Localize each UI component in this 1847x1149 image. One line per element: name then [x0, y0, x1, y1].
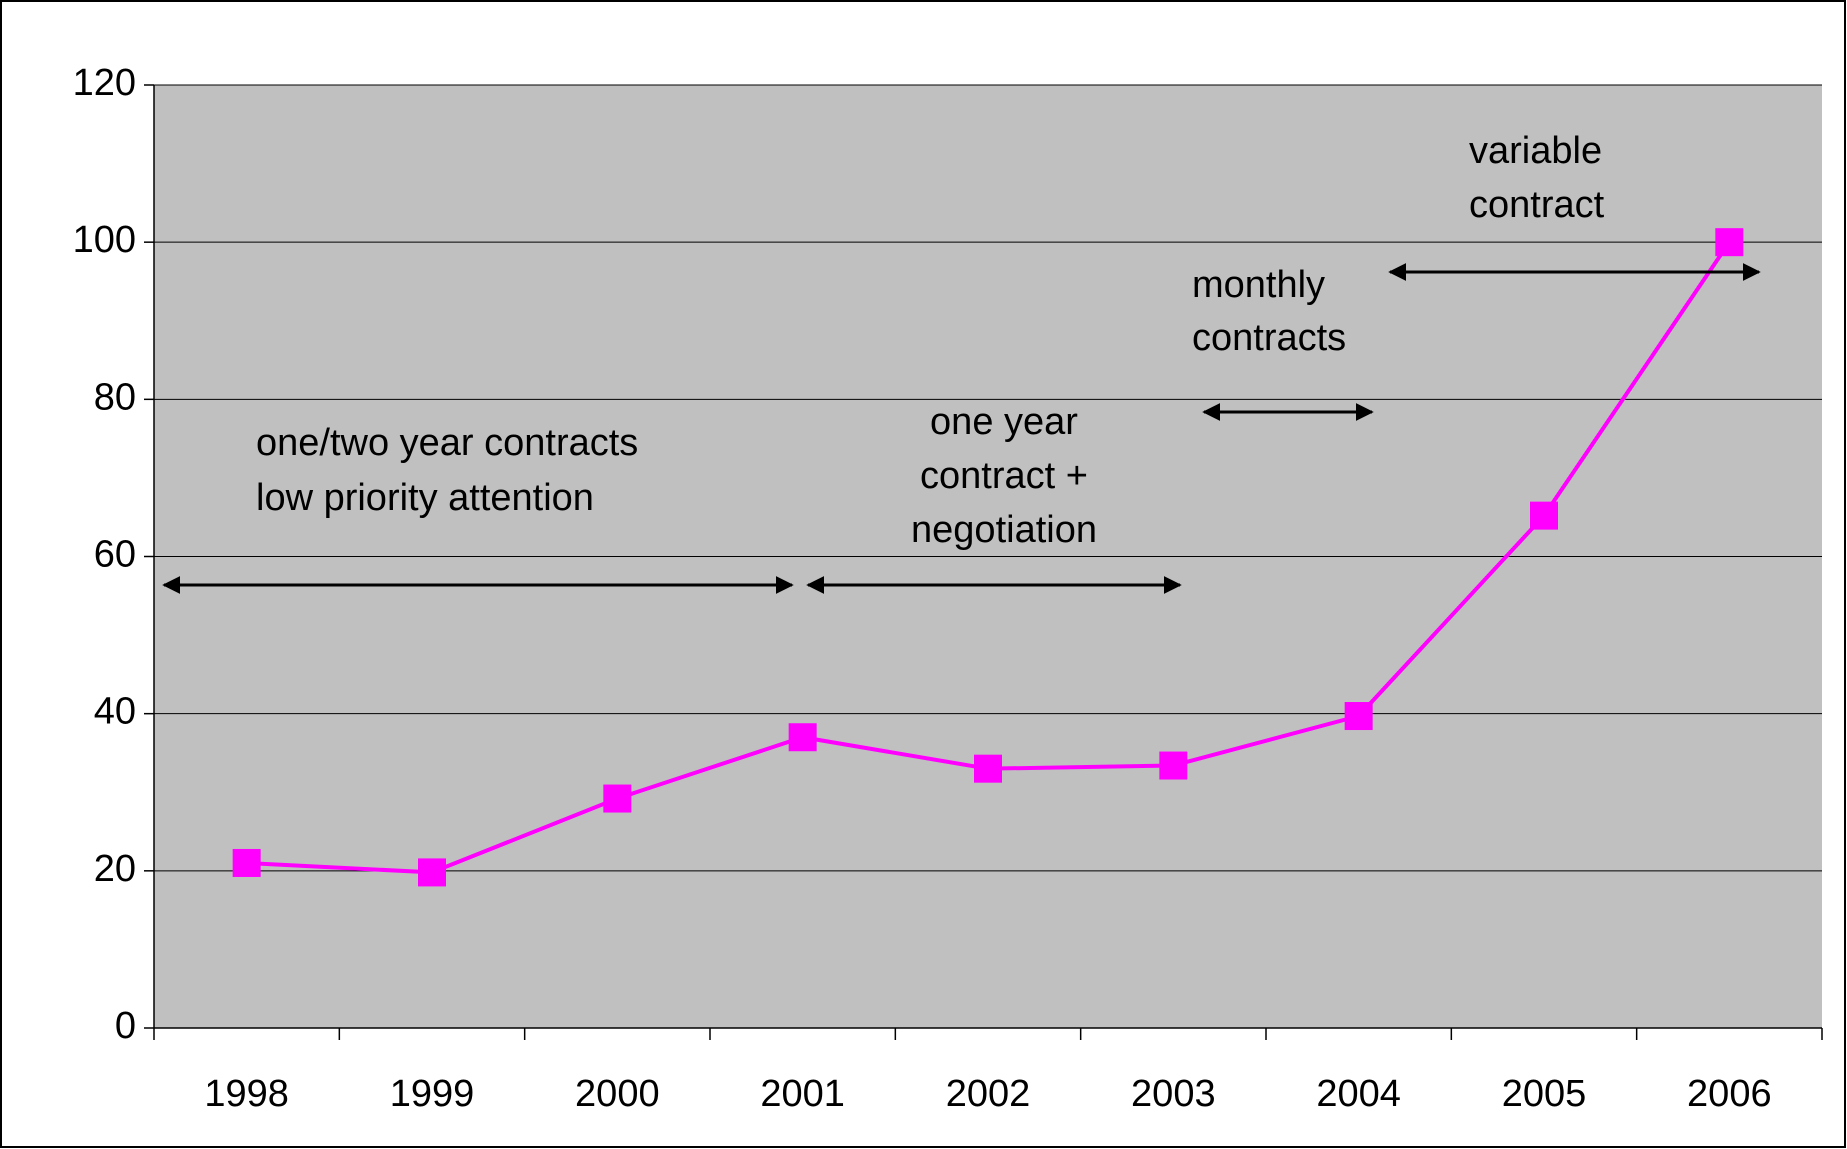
annotation: contracts — [1192, 317, 1346, 359]
marker — [1530, 501, 1558, 530]
y-tick-label: 40 — [94, 691, 136, 733]
marker — [974, 754, 1002, 783]
marker — [603, 784, 632, 813]
marker — [788, 723, 817, 752]
marker — [1344, 702, 1373, 731]
x-tick-label: 2005 — [1502, 1073, 1587, 1115]
x-tick-label: 2001 — [760, 1073, 845, 1115]
x-tick-label: 2003 — [1131, 1073, 1216, 1115]
x-tick-label: 1998 — [204, 1073, 289, 1115]
annotation: one/two year contracts — [256, 422, 638, 464]
annotation: contract — [1469, 184, 1605, 226]
annotation: one year — [930, 401, 1078, 443]
x-tick-label: 2004 — [1316, 1073, 1401, 1115]
x-tick-label: 2000 — [575, 1073, 660, 1115]
x-tick-label: 2006 — [1687, 1073, 1772, 1115]
marker — [418, 858, 446, 887]
y-tick-label: 80 — [94, 376, 136, 418]
x-tick-label: 2002 — [946, 1073, 1031, 1115]
y-tick-label: 0 — [115, 1005, 136, 1047]
marker — [1715, 228, 1744, 257]
annotation: negotiation — [911, 509, 1097, 551]
annotation: variable — [1469, 130, 1602, 172]
y-tick-label: 20 — [94, 848, 136, 890]
annotation: low priority attention — [256, 477, 594, 519]
x-tick-label: 1999 — [390, 1073, 475, 1115]
y-tick-label: 120 — [73, 62, 136, 104]
y-tick-label: 60 — [94, 534, 136, 576]
annotation: contract + — [920, 455, 1088, 497]
marker — [232, 848, 261, 877]
y-tick-label: 100 — [73, 219, 136, 261]
marker — [1159, 751, 1188, 780]
annotation: monthly — [1192, 264, 1325, 306]
